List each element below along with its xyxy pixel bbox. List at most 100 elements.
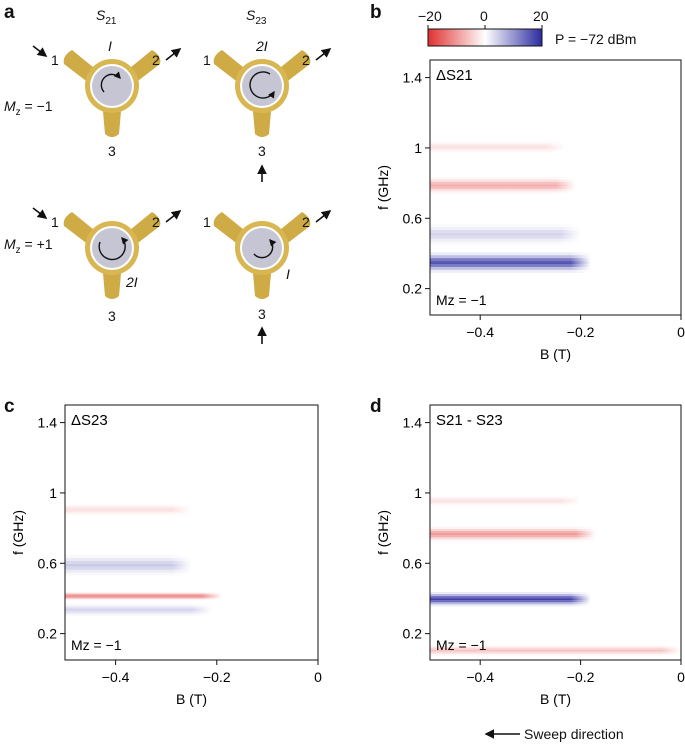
band-b-0	[430, 269, 681, 273]
band-c-3	[65, 514, 318, 516]
band-b-3	[430, 147, 681, 150]
band-c-0	[65, 605, 318, 608]
band-c-1	[65, 599, 318, 601]
heatmap-bands	[430, 495, 681, 656]
current-label-bottom-right: I	[286, 266, 290, 282]
band-c-1	[65, 594, 318, 596]
y-tick-label: 0.6	[403, 210, 423, 226]
band-c-2	[65, 558, 318, 561]
band-b-2	[430, 184, 681, 187]
band-d-2	[430, 654, 681, 656]
band-c-3	[65, 510, 318, 513]
band-b-0	[430, 255, 681, 259]
band-c-3	[65, 505, 318, 507]
port-3: 3	[258, 143, 266, 159]
x-tick-label: −0.2	[203, 669, 231, 685]
band-c-2	[65, 560, 318, 564]
band-c-3	[65, 507, 318, 509]
band-c-0	[65, 603, 318, 606]
band-c-2	[65, 566, 318, 570]
band-d-0	[430, 598, 681, 601]
band-b-2	[430, 181, 681, 185]
port-3: 3	[108, 308, 116, 324]
heatmap-bands	[430, 140, 681, 273]
band-c-3	[65, 512, 318, 515]
port-2: 2	[152, 214, 160, 230]
band-d-3	[430, 500, 681, 502]
band-b-1	[430, 230, 681, 233]
port-2: 2	[152, 52, 160, 68]
y-tick-label: 1	[414, 485, 422, 501]
band-d-2	[430, 651, 681, 653]
band-d-2	[430, 646, 681, 649]
band-b-1	[430, 227, 681, 230]
port-1: 1	[203, 214, 211, 230]
band-d-2	[430, 645, 681, 647]
band-c-0	[65, 607, 318, 609]
x-tick-label: −0.2	[567, 324, 595, 340]
port-2: 2	[302, 214, 310, 230]
band-b-2	[430, 191, 681, 194]
band-c-2	[65, 555, 318, 558]
band-d-1	[430, 533, 681, 536]
band-d-1	[430, 528, 681, 532]
band-c-0	[65, 612, 318, 615]
plot-title: S21 - S23	[436, 412, 503, 429]
x-tick-label: −0.4	[102, 669, 130, 685]
x-axis-label: B (T)	[176, 691, 207, 707]
band-c-3	[65, 503, 318, 506]
mz-label: Mz = −1	[71, 637, 122, 653]
band-b-2	[430, 188, 681, 192]
band-c-0	[65, 610, 318, 613]
band-b-2	[430, 177, 681, 180]
band-c-1	[65, 596, 318, 598]
band-d-3	[430, 501, 681, 504]
label-s23: S23	[246, 7, 267, 27]
port-1: 1	[51, 214, 59, 230]
band-d-2	[430, 652, 681, 655]
y-tick-label: 1.4	[403, 70, 423, 86]
current-label-top-right: 2I	[256, 38, 268, 54]
mz-label: Mz = −1	[436, 637, 487, 653]
band-c-2	[65, 569, 318, 573]
y-tick-label: 0.2	[403, 281, 423, 297]
band-c-1	[65, 593, 318, 595]
band-d-3	[430, 497, 681, 499]
band-c-0	[65, 609, 318, 611]
band-b-3	[430, 149, 681, 152]
current-label-bottom-left: 2I	[126, 274, 138, 290]
band-c-1	[65, 592, 318, 594]
band-d-1	[430, 526, 681, 529]
band-d-0	[430, 596, 681, 599]
band-c-1	[65, 595, 318, 597]
band-d-2	[430, 648, 681, 650]
x-tick-label: −0.4	[466, 669, 494, 685]
colorbar-tick-neg: −20	[418, 8, 442, 24]
band-d-2	[430, 649, 681, 652]
port-1: 1	[51, 52, 59, 68]
x-tick-label: 0	[677, 669, 685, 685]
band-b-1	[430, 224, 681, 228]
band-b-1	[430, 238, 681, 242]
label-s21: S21	[96, 7, 117, 27]
colorbar-tick-zero: 0	[480, 8, 488, 24]
band-d-0	[430, 600, 681, 603]
sweep-arrow-icon	[484, 729, 520, 739]
band-d-0	[430, 592, 681, 595]
heatmap-panel-b: −0.4 −0.2 0 1.4 1 0.6 0.2 B (T) f (GHz) ΔS21 Mz = …	[375, 59, 685, 362]
x-axis-label: B (T)	[540, 691, 571, 707]
band-b-0	[430, 266, 681, 270]
colorbar-power-label: P = −72 dBm	[555, 31, 637, 47]
band-b-3	[430, 140, 681, 143]
band-b-1	[430, 241, 681, 245]
colorbar	[427, 25, 543, 47]
panel-letter-a: a	[4, 2, 15, 23]
y-tick-label: 1.4	[38, 415, 58, 431]
port-1: 1	[203, 52, 211, 68]
panel-letter-c: c	[4, 396, 15, 417]
plot-frame	[429, 404, 682, 661]
band-b-3	[430, 146, 681, 148]
band-b-1	[430, 235, 681, 239]
plot-title: ΔS21	[436, 67, 473, 84]
band-b-3	[430, 144, 681, 147]
